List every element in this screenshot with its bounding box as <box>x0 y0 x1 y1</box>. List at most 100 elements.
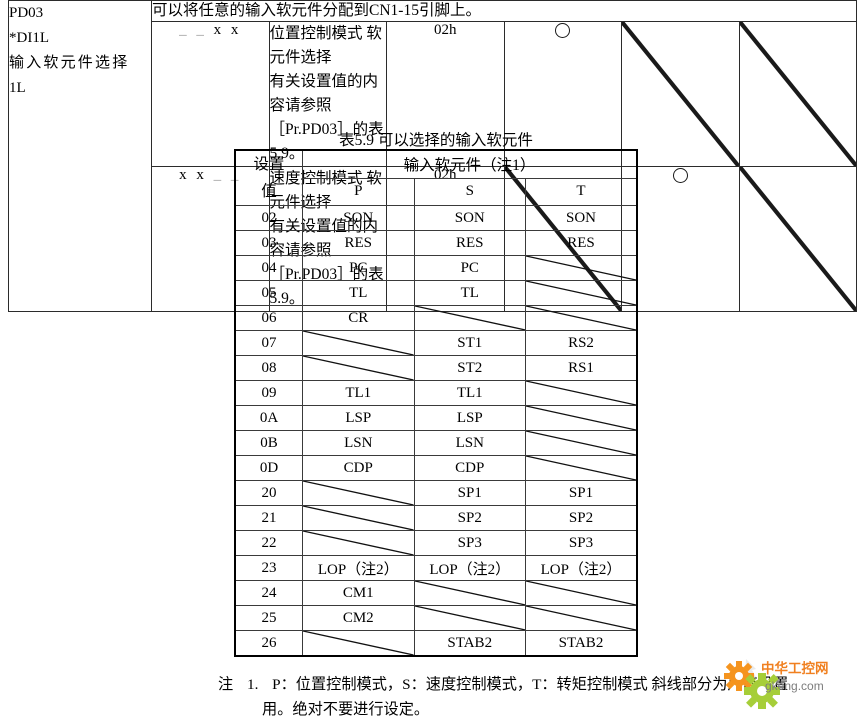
description-position: 位置控制模式 软元件选择 有关设置值的内容请参照［Pr.PD03］的表5.9。 <box>268 21 387 167</box>
cell-s: LSP <box>413 405 526 431</box>
cell-t <box>525 605 638 631</box>
cell-s: ST1 <box>413 330 526 356</box>
diagonal-slash-icon <box>526 431 636 455</box>
cell-setting-value: 09 <box>234 380 303 406</box>
cell-setting-value: 26 <box>234 630 303 657</box>
parameter-symbol: *DI1L <box>9 30 49 46</box>
cell-s <box>413 305 526 331</box>
table-header-row-1: 设置 值 输入软元件（注1） <box>234 148 638 206</box>
cell-s: LSN <box>413 430 526 456</box>
header-col-t: T <box>525 177 638 207</box>
diagonal-slash-icon <box>526 256 636 280</box>
cell-p: TL <box>302 280 415 306</box>
diagonal-slash-icon <box>303 481 414 505</box>
footnote: 注 1. P：位置控制模式，S：速度控制模式，T：转矩控制模式 斜线部分为厂商设… <box>218 672 857 722</box>
mask-prefix: x x <box>179 167 207 183</box>
cell-s: SP1 <box>413 480 526 506</box>
cell-setting-value: 0B <box>234 430 303 456</box>
cell-s: STAB2 <box>413 630 526 657</box>
cell-t: LOP（注2） <box>525 555 638 581</box>
table-caption: 表5.9 可以选择的输入软元件 <box>339 132 533 149</box>
header-setting-line2: 值 <box>261 183 277 200</box>
footnote-number: 1. <box>246 676 259 693</box>
cell-s: SP3 <box>413 530 526 556</box>
cell-t: STAB2 <box>525 630 638 657</box>
cell-s: CDP <box>413 455 526 481</box>
cell-t: RS2 <box>525 330 638 356</box>
diagonal-slash-icon <box>526 281 636 305</box>
diagonal-slash-icon <box>526 456 636 480</box>
diagonal-slash-icon <box>414 581 525 605</box>
mode-cell-s-position <box>621 21 740 167</box>
cell-setting-value: 06 <box>234 305 303 331</box>
table-row: 20 SP1 SP1 <box>234 480 638 506</box>
table-row: 23 LOP（注2） LOP（注2） LOP（注2） <box>234 555 638 581</box>
description-line1: 位置控制模式 软元件选择 <box>269 25 382 66</box>
cell-s: RES <box>413 230 526 256</box>
header-setting-value: 设置 值 <box>234 149 303 206</box>
cell-p <box>302 505 415 531</box>
cell-p: LSP <box>302 405 415 431</box>
table-row: 03 RES RES RES <box>234 230 638 256</box>
cell-t <box>525 405 638 431</box>
diagonal-slash-icon <box>303 531 414 555</box>
diagonal-slash-icon <box>414 306 525 330</box>
cell-p: PC <box>302 255 415 281</box>
table-row: 22 SP3 SP3 <box>234 530 638 556</box>
cell-setting-value: 24 <box>234 580 303 606</box>
cell-t <box>525 305 638 331</box>
diagonal-slash-icon <box>526 306 636 330</box>
table-row: 0D CDP CDP <box>234 455 638 481</box>
cell-s: TL1 <box>413 380 526 406</box>
cell-p: SON <box>302 205 415 231</box>
diagonal-slash-icon <box>303 506 414 530</box>
cell-setting-value: 08 <box>234 355 303 381</box>
diagonal-slash-icon <box>414 606 525 630</box>
parameter-name-cell: PD03 *DI1L 输入软元件选择 1L <box>8 0 152 312</box>
table-row: 26 STAB2 STAB2 <box>234 630 638 657</box>
mask-suffix: x x <box>213 22 242 38</box>
soft-device-table: 设置 值 输入软元件（注1） P S T 02 SON SON SON 03 RES RES… <box>234 148 638 657</box>
cell-t: SP1 <box>525 480 638 506</box>
diagonal-slash-icon <box>526 581 636 605</box>
mask-suffix: _ _ <box>213 167 242 183</box>
table-header-row-2: P S T <box>235 177 638 207</box>
parameter-code: PD03 <box>9 5 44 21</box>
cell-p: TL1 <box>302 380 415 406</box>
table-row: 21 SP2 SP2 <box>234 505 638 531</box>
header-group-label: 输入软元件（注1） <box>302 148 638 179</box>
table-row: 0A LSP LSP <box>234 405 638 431</box>
table-row: 07 ST1 RS2 <box>234 330 638 356</box>
mode-cell-p-position <box>503 21 622 167</box>
footnote-lead: 注 <box>218 676 234 693</box>
cell-s: SON <box>413 205 526 231</box>
mode-cell-t-speed <box>738 166 857 312</box>
table-row: 05 TL TL <box>234 280 638 306</box>
cell-t <box>525 280 638 306</box>
cell-t: RES <box>525 230 638 256</box>
header-setting-line1: 设置 <box>253 156 285 173</box>
diagonal-slash-icon <box>303 631 413 655</box>
cell-s: TL <box>413 280 526 306</box>
cell-p <box>302 630 415 657</box>
cell-p: CR <box>302 305 415 331</box>
diagonal-slash-icon <box>303 331 414 355</box>
cell-s: PC <box>413 255 526 281</box>
cell-s: ST2 <box>413 355 526 381</box>
cell-p <box>302 330 415 356</box>
cell-t <box>525 455 638 481</box>
cell-t: RS1 <box>525 355 638 381</box>
cell-t <box>525 430 638 456</box>
circle-icon <box>672 168 688 184</box>
cell-p: CDP <box>302 455 415 481</box>
table-row: 25 CM2 <box>234 605 638 631</box>
cell-setting-value: 02 <box>234 205 303 231</box>
cell-p: RES <box>302 230 415 256</box>
cell-setting-value: 0A <box>234 405 303 431</box>
cell-s: SP2 <box>413 505 526 531</box>
cell-t: SP2 <box>525 505 638 531</box>
cell-setting-value: 04 <box>234 255 303 281</box>
table-body: 02 SON SON SON 03 RES RES RES 04 PC PC 05 TL TL 06 CR 07… <box>234 205 638 657</box>
cell-setting-value: 0D <box>234 455 303 481</box>
